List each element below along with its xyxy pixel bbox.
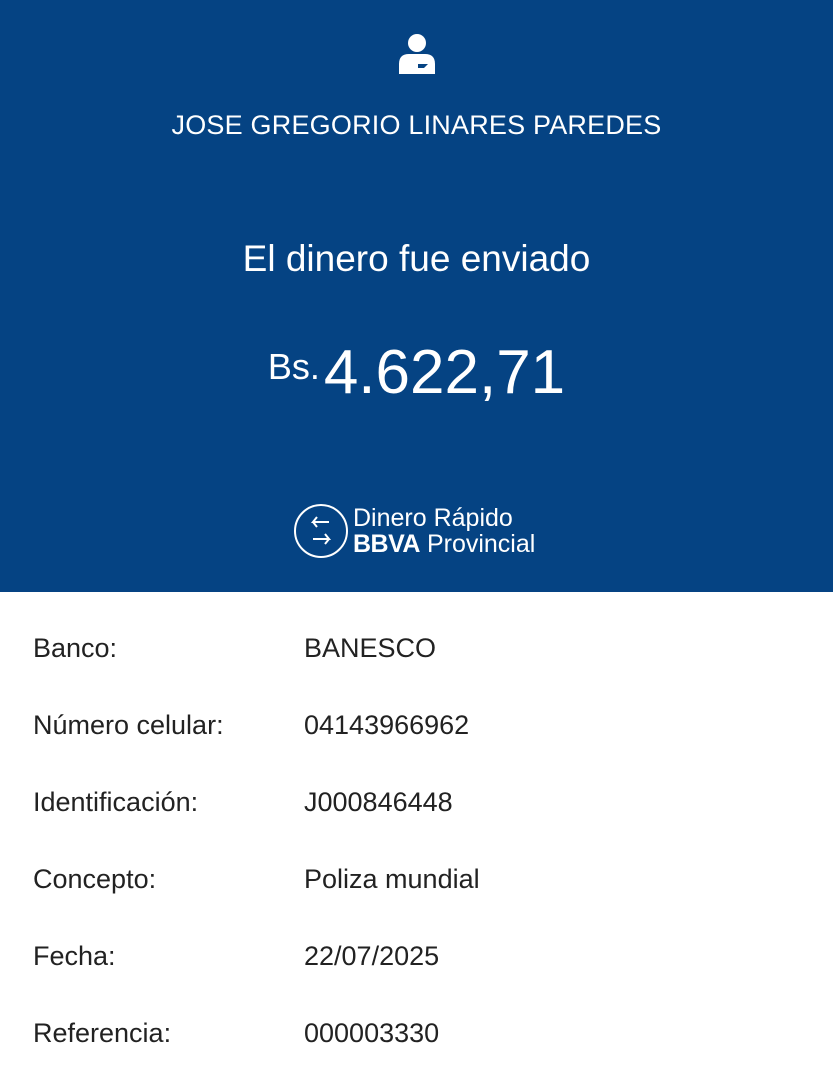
logo-line1: Dinero Rápido (353, 504, 513, 532)
logo-line2: Provincial (426, 530, 536, 558)
detail-row-id: Identificación: J000846448 (0, 764, 833, 841)
transfer-header: JOSE GREGORIO LINARES PAREDES El dinero … (0, 0, 833, 592)
amount: Bs. 4.622,71 (0, 338, 833, 408)
logo-brand: BBVA (353, 530, 420, 558)
currency: Bs. (267, 346, 320, 387)
detail-value: 04143966962 (304, 710, 470, 740)
detail-row-date: Fecha: 22/07/2025 (0, 918, 833, 995)
detail-label: Referencia: (33, 1018, 172, 1048)
detail-value: BANESCO (304, 633, 437, 663)
recipient-name: JOSE GREGORIO LINARES PAREDES (171, 110, 662, 140)
detail-label: Banco: (33, 633, 118, 663)
amount-value: 4.622,71 (323, 338, 566, 407)
detail-row-concept: Concepto: Poliza mundial (0, 841, 833, 918)
user-icon (399, 34, 435, 74)
detail-value: 000003330 (304, 1018, 440, 1048)
detail-row-phone: Número celular: 04143966962 (0, 687, 833, 764)
detail-value: Poliza mundial (304, 864, 480, 894)
detail-label: Número celular: (33, 710, 224, 740)
detail-label: Identificación: (33, 787, 199, 817)
status-message: El dinero fue enviado (242, 238, 591, 279)
dinero-rapido-logo: Dinero Rápido BBVA Provincial (293, 503, 535, 559)
detail-label: Concepto: (33, 864, 157, 894)
details-list: Banco: BANESCO Número celular: 04143966962… (0, 592, 833, 1072)
detail-row-reference: Referencia: 000003330 (0, 995, 833, 1072)
detail-value: 22/07/2025 (304, 941, 440, 971)
detail-label: Fecha: (33, 941, 116, 971)
detail-row-bank: Banco: BANESCO (0, 610, 833, 687)
transfer-arrows-icon (294, 504, 348, 558)
detail-value: J000846448 (304, 787, 453, 817)
